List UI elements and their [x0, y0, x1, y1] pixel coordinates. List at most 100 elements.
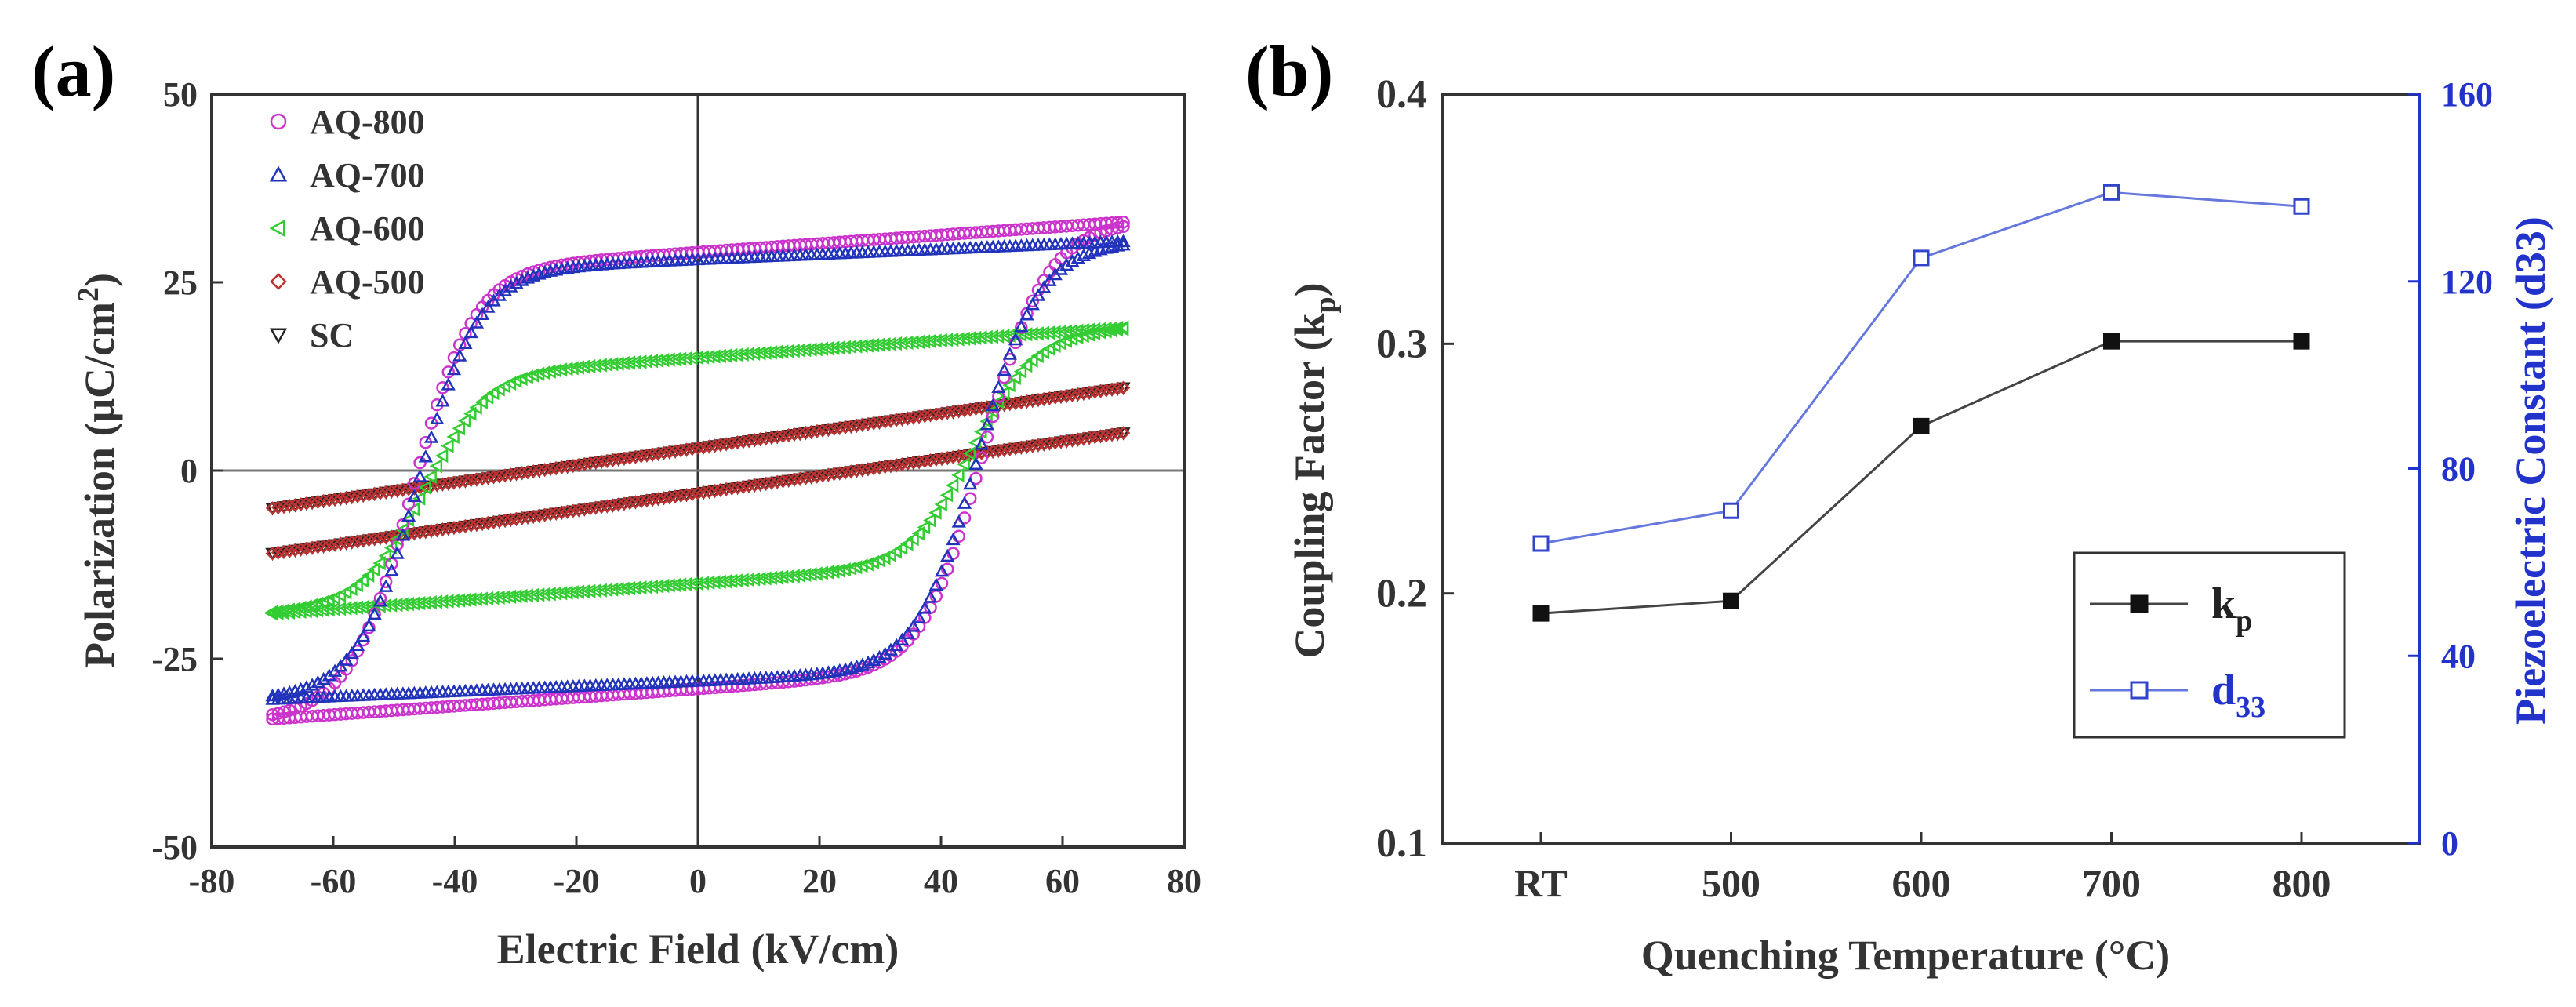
data-point-aq-700: [532, 267, 547, 280]
data-point-aq-500: [781, 473, 796, 488]
data-point-aq-600: [798, 567, 812, 583]
data-point-aq-600: [809, 566, 823, 581]
data-point-kp: [2293, 333, 2310, 350]
data-point-aq-500: [441, 522, 456, 536]
data-point-aq-500: [787, 472, 801, 487]
data-point-aq-700: [452, 348, 467, 362]
panel-a-y-axis-title: Polarization (μC/cm2): [72, 273, 123, 668]
data-point-aq-500: [935, 452, 949, 466]
data-point-aq-700: [430, 411, 445, 425]
y-tick-label: 50: [163, 75, 198, 114]
data-point-aq-600: [820, 565, 834, 580]
data-point-aq-500: [742, 478, 756, 493]
data-point-aq-500: [1042, 436, 1057, 451]
data-point-aq-500: [1070, 432, 1085, 446]
data-point-aq-600: [1025, 353, 1038, 368]
data-point-aq-700: [917, 601, 932, 614]
data-point-aq-500: [872, 460, 887, 474]
data-point-aq-700: [1037, 280, 1052, 293]
data-point-aq-500: [838, 465, 852, 479]
data-point-aq-500: [747, 478, 762, 493]
data-point-aq-500: [821, 467, 836, 482]
data-point-aq-700: [469, 315, 485, 329]
data-point-aq-700: [509, 275, 524, 289]
data-point-aq-600: [781, 569, 794, 584]
data-point-aq-500: [373, 531, 387, 545]
data-point-aq-600: [582, 583, 596, 598]
legend-label-main: d: [2211, 666, 2236, 714]
data-point-aq-800: [912, 620, 926, 634]
data-point-aq-500: [951, 449, 966, 464]
data-point-aq-700: [974, 437, 989, 450]
data-point-aq-500: [1054, 434, 1068, 449]
data-point-aq-500: [305, 540, 319, 555]
data-point-aq-600: [837, 562, 851, 577]
data-point-aq-500: [1025, 438, 1040, 453]
data-point-aq-500: [447, 521, 461, 535]
data-point-aq-600: [1008, 370, 1021, 386]
data-point-aq-600: [401, 596, 414, 612]
data-point-aq-600: [985, 404, 998, 419]
data-point-aq-500: [923, 453, 938, 467]
data-point-aq-600: [611, 582, 624, 597]
panel-b-left-y-title-suffix: ): [1286, 282, 1333, 296]
data-point-aq-600: [827, 564, 840, 579]
data-point-aq-600: [1081, 327, 1095, 342]
data-point-aq-700: [350, 638, 365, 651]
data-point-aq-600: [429, 459, 443, 474]
data-point-aq-600: [418, 595, 431, 610]
data-point-aq-700: [435, 394, 450, 407]
data-point-aq-500: [696, 485, 711, 500]
data-point-aq-500: [339, 536, 354, 551]
panel-a-label: (a): [31, 31, 115, 111]
data-point-aq-600: [1092, 325, 1106, 340]
data-point-aq-500: [1019, 439, 1034, 454]
data-point-aq-600: [741, 573, 754, 587]
data-point-aq-600: [922, 513, 936, 528]
legend-marker-aq-800: [270, 113, 287, 130]
data-point-aq-600: [327, 602, 340, 616]
data-point-aq-600: [605, 582, 619, 597]
data-point-aq-700: [1116, 237, 1131, 251]
data-point-aq-700: [463, 325, 478, 339]
data-point-aq-700: [895, 632, 910, 646]
data-point-aq-500: [793, 471, 807, 486]
data-point-aq-600: [1104, 323, 1117, 338]
legend-marker-kp: [2130, 594, 2149, 613]
data-point-aq-500: [344, 535, 359, 550]
data-point-aq-500: [1059, 434, 1074, 449]
data-point-aq-500: [611, 497, 626, 511]
data-point-aq-500: [271, 545, 285, 560]
data-point-aq-500: [328, 537, 342, 552]
data-point-aq-600: [1110, 322, 1124, 337]
data-point-aq-500: [463, 518, 478, 533]
data-point-aq-500: [1082, 431, 1096, 445]
panel-a-hysteresis-chart: (a) -80 -60 -40 -20 0 20 40 60 80 -50 -25 0 25 50 AQ…: [31, 31, 1201, 972]
data-point-aq-500: [810, 469, 824, 484]
data-point-aq-600: [406, 596, 420, 611]
data-point-aq-600: [418, 480, 431, 495]
data-point-aq-600: [900, 536, 914, 551]
data-point-aq-600: [1115, 322, 1129, 336]
data-point-aq-700: [390, 546, 405, 559]
data-point-aq-700: [384, 563, 399, 576]
data-point-aq-500: [714, 482, 728, 497]
data-point-aq-700: [1002, 347, 1017, 360]
data-point-aq-500: [884, 459, 898, 473]
data-point-aq-600: [446, 593, 460, 609]
data-point-d33: [1532, 535, 1550, 552]
data-point-aq-700: [503, 279, 518, 293]
panel-b-left-y-axis-title: Coupling Factor (kp): [1286, 282, 1342, 658]
data-point-aq-600: [815, 565, 828, 580]
y-tick-label: 25: [163, 264, 198, 302]
data-point-aq-700: [492, 288, 507, 301]
data-point-aq-500: [1048, 435, 1063, 450]
data-point-aq-600: [990, 394, 1005, 409]
x-tick-label: 600: [1892, 861, 1951, 905]
data-point-aq-600: [350, 600, 363, 615]
legend-box: [2073, 551, 2346, 739]
data-point-aq-700: [979, 417, 995, 431]
data-point-aq-600: [316, 602, 329, 617]
data-point-aq-500: [833, 466, 847, 480]
data-point-aq-500: [986, 444, 1000, 459]
